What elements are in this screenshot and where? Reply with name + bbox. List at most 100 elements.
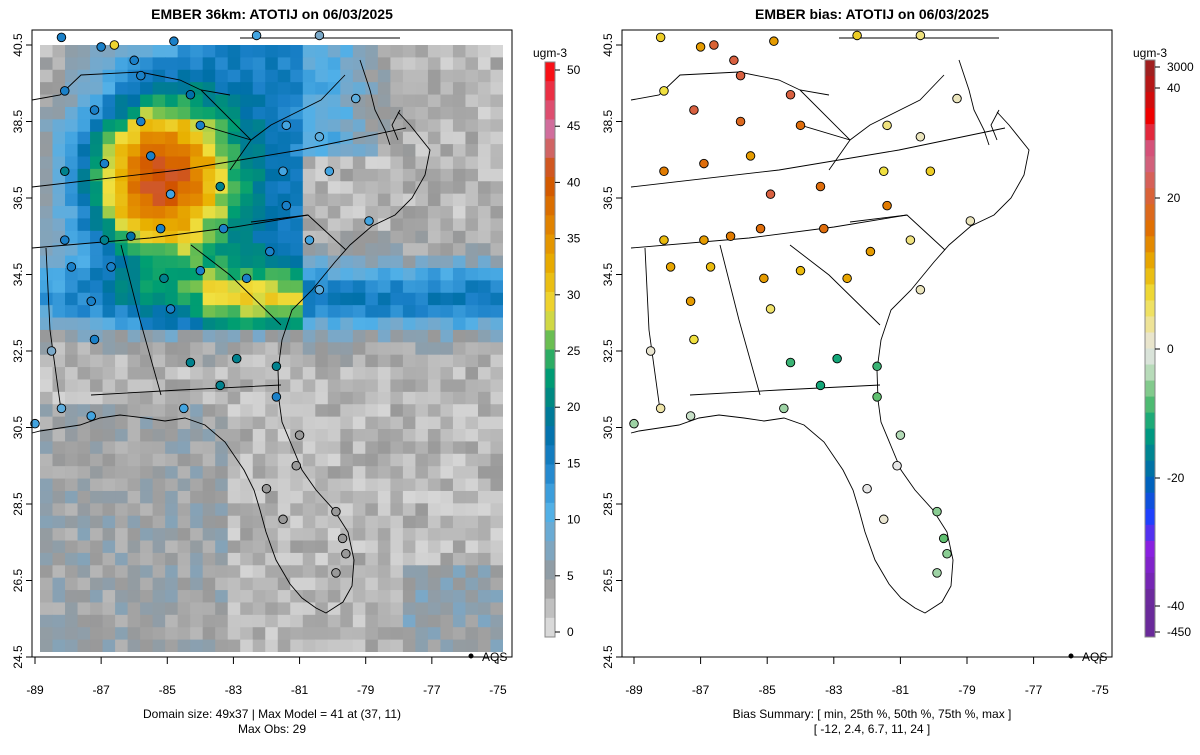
x-tick-label: -83 <box>225 683 243 697</box>
model-cell <box>215 453 229 467</box>
obs-point <box>278 166 288 176</box>
model-cell <box>452 181 467 195</box>
model-cell <box>315 106 329 120</box>
model-cell <box>102 168 116 182</box>
model-cell <box>52 329 66 343</box>
model-cell <box>127 540 141 554</box>
colorbar-swatch <box>1145 236 1155 253</box>
model-cell <box>165 329 179 343</box>
model-cell <box>302 243 316 257</box>
model-cell <box>402 404 417 418</box>
model-cell <box>315 552 329 566</box>
model-cell <box>440 206 454 220</box>
model-cell <box>427 577 442 591</box>
model-cell <box>152 627 166 641</box>
model-cell <box>302 82 316 96</box>
bias-point <box>915 285 926 295</box>
model-cell <box>252 45 266 58</box>
model-cell <box>177 69 191 83</box>
model-cell <box>252 441 266 455</box>
model-cell <box>377 416 391 430</box>
bias-point <box>655 403 666 414</box>
x-tick-label: -83 <box>825 683 843 697</box>
model-cell <box>277 552 291 566</box>
model-cell <box>465 255 479 269</box>
model-cell <box>302 453 316 467</box>
model-cell <box>490 193 503 207</box>
model-cell <box>215 329 229 343</box>
model-cell <box>402 614 417 628</box>
model-cell <box>340 478 354 492</box>
model-cell <box>490 292 503 306</box>
model-cell <box>277 181 291 195</box>
model-cell <box>77 379 91 393</box>
model-cell <box>402 503 417 517</box>
model-cell <box>402 342 417 356</box>
model-cell <box>490 57 503 71</box>
model-cell <box>115 552 129 566</box>
model-cell <box>402 441 417 455</box>
model-cell <box>127 627 141 641</box>
model-cell <box>140 267 154 281</box>
model-cell <box>390 441 404 455</box>
model-cell <box>390 478 404 492</box>
model-cell <box>152 329 166 343</box>
model-cell <box>102 82 116 96</box>
model-cell <box>327 441 341 455</box>
model-cell <box>77 639 91 652</box>
model-cell <box>452 280 467 294</box>
model-cell <box>477 528 492 542</box>
model-cell <box>90 193 104 207</box>
model-cell <box>477 515 492 529</box>
model-cell <box>390 156 404 170</box>
model-cell <box>240 590 254 604</box>
model-cell <box>90 69 104 83</box>
model-cell <box>452 540 467 554</box>
model-cell <box>315 627 329 641</box>
model-cell <box>152 131 166 145</box>
model-cell <box>377 230 391 244</box>
model-cell <box>190 416 204 430</box>
model-cell <box>265 441 279 455</box>
model-cell <box>190 305 204 319</box>
model-cell <box>490 391 503 405</box>
model-cell <box>277 69 291 83</box>
model-cell <box>302 255 316 269</box>
model-cell <box>415 144 429 158</box>
bias-point <box>905 235 916 245</box>
model-cell <box>177 57 191 71</box>
colorbar-swatch <box>1145 188 1155 205</box>
wv-va-border <box>799 74 945 141</box>
model-cell <box>127 280 141 294</box>
model-cell <box>127 478 141 492</box>
model-cell <box>127 329 141 343</box>
model-cell <box>315 354 329 368</box>
model-cell <box>115 82 129 96</box>
model-cell <box>477 181 492 195</box>
model-cell <box>290 267 304 281</box>
model-cell <box>227 45 241 58</box>
model-cell <box>327 329 341 343</box>
model-cell <box>365 639 379 652</box>
model-cell <box>477 429 492 443</box>
ga-sc-border <box>789 244 881 326</box>
model-cell <box>465 490 479 504</box>
model-cell <box>440 614 454 628</box>
model-cell <box>202 69 216 83</box>
model-cell <box>402 490 417 504</box>
model-cell <box>52 193 66 207</box>
model-cell <box>227 218 241 232</box>
model-cell <box>240 131 254 145</box>
model-cell <box>390 565 404 579</box>
axes: -89 -87 -85 -83 -81 -79 -77 -7540.538.536.534.5… <box>601 33 1109 697</box>
model-cell <box>265 416 279 430</box>
model-cell <box>252 577 266 591</box>
model-cell <box>227 193 241 207</box>
model-cell <box>202 478 216 492</box>
model-cell <box>252 602 266 616</box>
model-cell <box>302 441 316 455</box>
model-cell <box>152 119 166 133</box>
model-cell <box>177 602 191 616</box>
model-cell <box>215 577 229 591</box>
model-cell <box>52 267 66 281</box>
